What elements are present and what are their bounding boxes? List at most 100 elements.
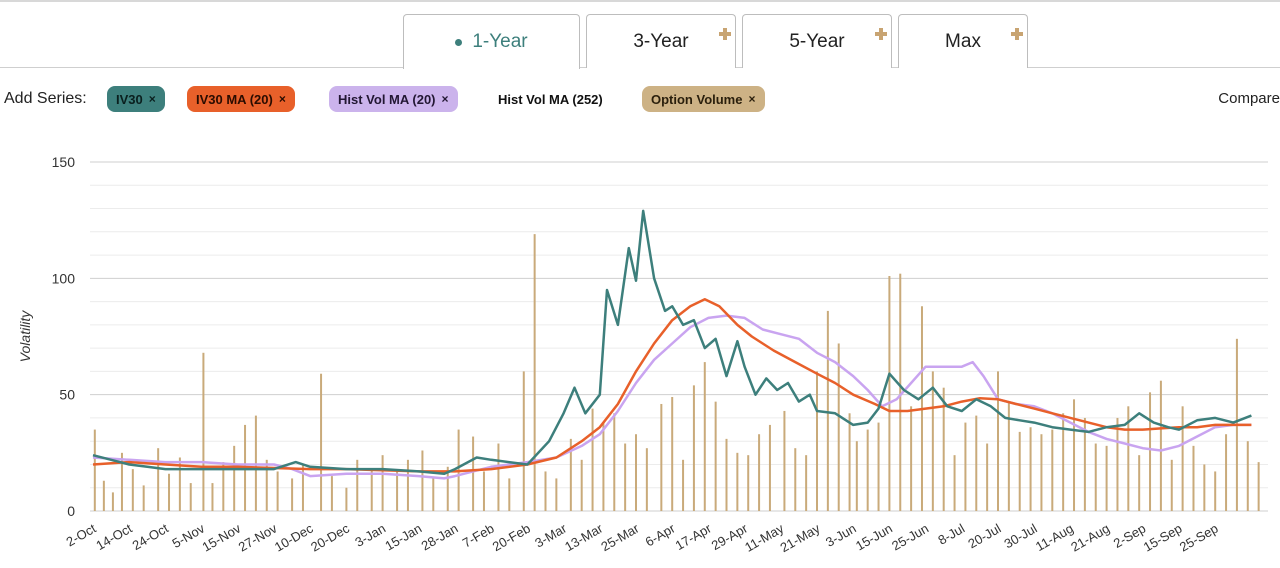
x-tick-label: 21-May bbox=[777, 520, 822, 555]
y-tick-label: 150 bbox=[52, 154, 76, 170]
series-bar: Add Series: IV30 × IV30 MA (20) × Hist V… bbox=[0, 86, 1280, 112]
tab-3-year[interactable]: 3-Year bbox=[586, 14, 736, 68]
chip-label: Hist Vol MA (252) bbox=[498, 91, 603, 107]
series-chip-iv30[interactable]: IV30 × bbox=[107, 86, 165, 112]
x-tick-label: 2-Oct bbox=[63, 520, 98, 549]
volume-bar bbox=[233, 445, 236, 511]
volume-bar bbox=[482, 471, 485, 511]
volume-bar bbox=[544, 471, 547, 511]
volume-bar bbox=[975, 415, 978, 511]
volume-bar bbox=[855, 441, 858, 511]
tab-label: 3-Year bbox=[633, 30, 689, 52]
volume-bar bbox=[1007, 401, 1010, 511]
volume-bar bbox=[446, 466, 449, 511]
volume-bar bbox=[1051, 429, 1054, 511]
volume-bar bbox=[671, 396, 674, 511]
volume-bar bbox=[142, 485, 145, 511]
volume-bar bbox=[1203, 464, 1206, 511]
volume-bar bbox=[345, 487, 348, 511]
volume-bar bbox=[93, 429, 96, 511]
volume-bar bbox=[736, 452, 739, 511]
x-tick-label: 3-Jun bbox=[823, 521, 859, 550]
volume-bar bbox=[1138, 455, 1141, 511]
volume-bar bbox=[783, 410, 786, 511]
plus-icon bbox=[1011, 28, 1023, 40]
volume-bar bbox=[703, 362, 706, 511]
x-tick-label: 6-Apr bbox=[643, 520, 679, 549]
x-tick-label: 3-Jan bbox=[352, 521, 388, 550]
volume-bar bbox=[1029, 427, 1032, 511]
x-tick-label: 13-Mar bbox=[562, 520, 606, 554]
x-tick-label: 29-Apr bbox=[709, 520, 751, 553]
volume-bar bbox=[794, 448, 797, 511]
y-tick-label: 100 bbox=[52, 270, 76, 286]
volume-bar bbox=[910, 406, 913, 511]
volume-bar bbox=[888, 276, 891, 511]
volume-bar bbox=[222, 462, 225, 511]
close-icon[interactable]: × bbox=[748, 92, 756, 106]
volume-bar bbox=[645, 448, 648, 511]
close-icon[interactable]: × bbox=[278, 92, 286, 106]
x-tick-label: 17-Apr bbox=[673, 520, 715, 553]
volume-bar bbox=[265, 459, 268, 511]
series-chip-option-volume[interactable]: Option Volume × bbox=[642, 86, 765, 112]
volume-bar bbox=[635, 434, 637, 511]
y-tick-label: 0 bbox=[67, 503, 75, 519]
chip-label: IV30 bbox=[116, 91, 143, 107]
volume-bar bbox=[211, 483, 214, 511]
series-chip-iv30-ma[interactable]: IV30 MA (20) × bbox=[187, 86, 295, 112]
tab-label: 1-Year bbox=[472, 31, 528, 52]
volume-bar bbox=[276, 471, 279, 511]
close-icon[interactable]: × bbox=[441, 92, 449, 106]
volume-bar bbox=[178, 457, 181, 511]
tab-1-year[interactable]: 1-Year bbox=[403, 14, 580, 69]
volatility-chart: 0 50 100 150 2-Oct14-Oct24-Oct5-Nov15-Nov27… bbox=[17, 154, 1268, 555]
volume-bar bbox=[189, 483, 192, 511]
volume-bar bbox=[202, 352, 205, 511]
volume-bar bbox=[964, 422, 967, 511]
volume-bar bbox=[533, 234, 536, 512]
chip-label: Option Volume bbox=[651, 91, 743, 107]
volume-bar bbox=[997, 371, 999, 511]
volume-bar bbox=[1159, 380, 1162, 511]
volume-bar bbox=[931, 371, 934, 511]
x-tick-label: 30-Jul bbox=[1002, 521, 1040, 552]
x-axis-ticks: 2-Oct14-Oct24-Oct5-Nov15-Nov27-Nov10-Dec… bbox=[63, 520, 1220, 555]
plus-icon bbox=[875, 28, 887, 40]
volume-bar bbox=[591, 408, 594, 511]
x-tick-label: 27-Nov bbox=[236, 520, 280, 554]
close-icon[interactable]: × bbox=[148, 92, 156, 106]
series-chip-hist-vol-ma-20[interactable]: Hist Vol MA (20) × bbox=[329, 86, 458, 112]
x-tick-label: 25-Jun bbox=[889, 521, 931, 554]
volume-bar bbox=[131, 469, 134, 511]
series-chip-hist-vol-ma-252[interactable]: Hist Vol MA (252) bbox=[489, 86, 612, 112]
volume-bar bbox=[682, 459, 685, 511]
volume-bar bbox=[406, 459, 409, 511]
volume-bar bbox=[1105, 445, 1108, 511]
active-dot-icon bbox=[455, 38, 463, 46]
volume-bar bbox=[168, 473, 171, 511]
compare-link[interactable]: Compare bbox=[1218, 90, 1280, 107]
volume-bar bbox=[866, 429, 869, 511]
volume-bar bbox=[1149, 392, 1152, 511]
volume-bar bbox=[1214, 471, 1217, 511]
x-tick-label: 15-Nov bbox=[199, 520, 243, 554]
tab-max[interactable]: Max bbox=[898, 14, 1028, 68]
tab-5-year[interactable]: 5-Year bbox=[742, 14, 892, 68]
volume-bar bbox=[370, 469, 373, 511]
chip-label: IV30 MA (20) bbox=[196, 91, 273, 107]
y-axis-ticks: 0 50 100 150 bbox=[52, 154, 76, 519]
volume-bar bbox=[747, 455, 750, 511]
add-series-label: Add Series: bbox=[4, 90, 87, 107]
x-tick-label: 15-Jan bbox=[382, 521, 424, 554]
tab-label: 5-Year bbox=[789, 30, 845, 52]
volume-bar bbox=[320, 373, 323, 511]
volume-bar bbox=[1181, 406, 1184, 511]
volume-bar bbox=[1018, 431, 1021, 511]
volume-bar bbox=[1192, 445, 1195, 511]
volume-bar bbox=[1246, 441, 1249, 511]
volume-bar bbox=[1083, 417, 1086, 511]
y-axis-label: Volatility bbox=[17, 310, 33, 363]
volume-bar bbox=[580, 459, 583, 511]
x-tick-label: 25-Mar bbox=[598, 520, 642, 554]
